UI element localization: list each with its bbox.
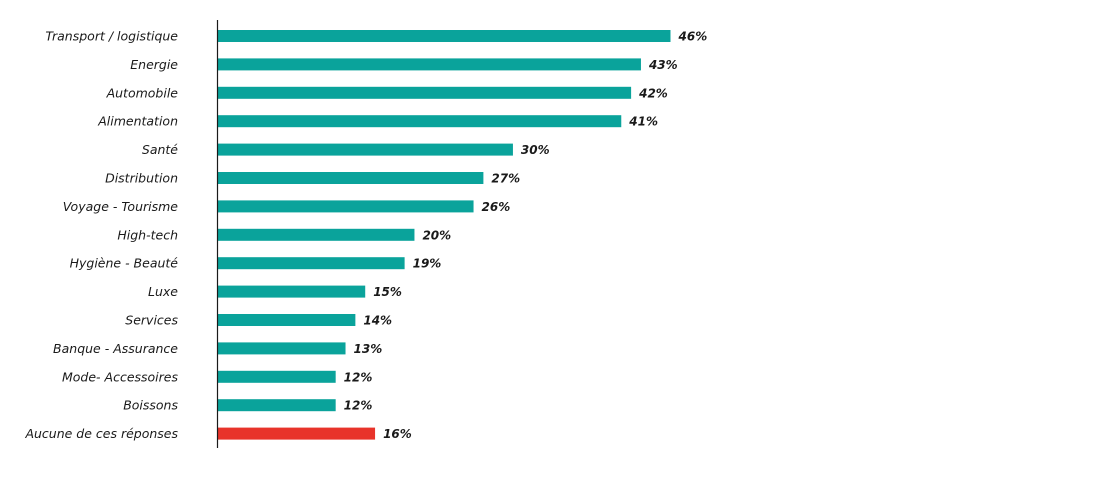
category-label: High-tech: [117, 227, 178, 242]
value-label: 42%: [638, 86, 668, 100]
bar: [217, 115, 622, 128]
value-label: 13%: [354, 342, 383, 356]
bar: [217, 342, 346, 355]
category-label: Aucune de ces réponses: [24, 426, 178, 441]
value-label: 14%: [363, 314, 392, 328]
value-label: 15%: [373, 285, 402, 299]
bar: [217, 228, 415, 241]
category-label: Services: [125, 313, 178, 328]
bar: [217, 30, 671, 42]
category-label: Voyage - Tourisme: [63, 199, 179, 214]
category-label: Distribution: [105, 171, 178, 186]
bar: [217, 370, 336, 383]
value-label: 43%: [648, 58, 678, 72]
value-label: 46%: [678, 30, 708, 44]
value-label: 20%: [422, 228, 451, 242]
bar: [217, 143, 513, 156]
category-label: Transport / logistique: [45, 29, 178, 44]
bar: [217, 58, 641, 71]
bar: [217, 86, 632, 99]
value-label: 19%: [413, 257, 442, 271]
category-label: Hygiène - Beauté: [70, 256, 179, 271]
value-label: 12%: [344, 370, 373, 384]
bars-group: [217, 30, 671, 440]
category-labels-group: Transport / logistique Energie Automobile A…: [24, 29, 178, 442]
bar: [217, 314, 356, 326]
bar: [217, 427, 376, 440]
category-label: Alimentation: [97, 114, 178, 129]
category-label: Mode- Accessoires: [62, 369, 179, 384]
bar: [217, 399, 336, 412]
category-label: Luxe: [148, 284, 178, 299]
value-label: 41%: [628, 115, 658, 129]
category-label: Automobile: [106, 85, 179, 100]
value-label: 12%: [344, 399, 373, 413]
category-label: Energie: [130, 57, 178, 72]
bar: [217, 257, 405, 270]
category-label: Banque - Assurance: [53, 341, 178, 356]
value-label: 27%: [491, 172, 520, 186]
category-label: Santé: [142, 142, 178, 157]
bar: [217, 285, 366, 298]
value-label: 26%: [482, 200, 511, 214]
value-labels-group: 46%43% 42% 41% 30% 27% 26% 20% 19% 15% 14% 13% 12% 1…: [344, 30, 708, 442]
value-label: 16%: [383, 427, 412, 441]
value-label: 30%: [521, 143, 550, 157]
category-label: Boissons: [123, 398, 178, 413]
bar: [217, 200, 474, 213]
bar: [217, 172, 484, 184]
